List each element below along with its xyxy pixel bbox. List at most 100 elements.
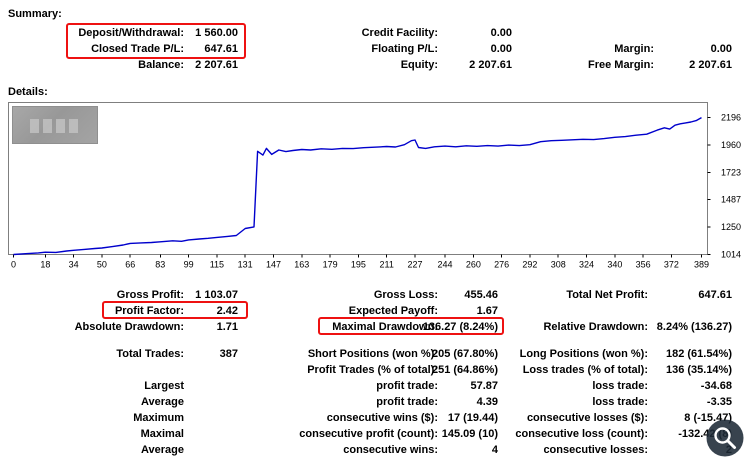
svg-text:276: 276 bbox=[494, 260, 509, 270]
svg-text:1014: 1014 bbox=[721, 250, 741, 260]
stat-value bbox=[184, 442, 238, 458]
stat-value: 2 207.61 bbox=[195, 59, 238, 71]
stat-label bbox=[512, 25, 654, 41]
stat-value: 145.09 (10) bbox=[441, 428, 498, 440]
stat-label: Short Positions (won %): bbox=[307, 348, 438, 360]
svg-text:389: 389 bbox=[694, 260, 709, 270]
stat-label: Loss trades (% of total): bbox=[522, 364, 648, 376]
stat-label bbox=[8, 362, 184, 378]
stats-bottom-grid: Total Trades: 387 Short Positions (won %):… bbox=[8, 346, 742, 458]
stat-value: 647.61 bbox=[698, 289, 732, 301]
stat-label: Total Net Profit: bbox=[566, 289, 648, 301]
stat-value bbox=[184, 362, 238, 378]
svg-text:179: 179 bbox=[323, 260, 338, 270]
stat-value: 8.24% (136.27) bbox=[656, 321, 732, 333]
svg-text:131: 131 bbox=[238, 260, 253, 270]
zoom-button[interactable] bbox=[706, 419, 744, 457]
stat-value: -34.68 bbox=[700, 380, 732, 392]
stat-value: 1.67 bbox=[476, 305, 498, 317]
details-heading: Details: bbox=[8, 86, 48, 98]
stat-label: Floating P/L: bbox=[371, 43, 438, 55]
stat-label: consecutive wins ($): bbox=[326, 412, 438, 424]
stat-label: Absolute Drawdown: bbox=[74, 321, 184, 333]
stat-label: Maximal Drawdown: bbox=[332, 321, 438, 333]
stat-label: Margin: bbox=[614, 43, 654, 55]
svg-text:115: 115 bbox=[210, 260, 224, 270]
svg-text:163: 163 bbox=[294, 260, 309, 270]
stat-value: 1.71 bbox=[216, 321, 238, 333]
stat-value: 205 (67.80%) bbox=[431, 348, 498, 360]
stat-label: Average bbox=[140, 396, 184, 408]
stat-label: Gross Loss: bbox=[373, 289, 438, 301]
stats-top-grid: Gross Profit: 1 103.07 Gross Loss: 455.46 To… bbox=[8, 287, 742, 335]
stat-value: 647.61 bbox=[204, 43, 238, 55]
svg-text:356: 356 bbox=[636, 260, 651, 270]
stat-label: loss trade: bbox=[592, 380, 648, 392]
stat-label: Expected Payoff: bbox=[348, 305, 438, 317]
svg-text:227: 227 bbox=[407, 260, 422, 270]
svg-text:1960: 1960 bbox=[721, 140, 741, 150]
stat-value: 387 bbox=[219, 348, 238, 360]
svg-text:66: 66 bbox=[125, 260, 135, 270]
stat-label: Relative Drawdown: bbox=[543, 321, 648, 333]
chart-watermark-logo bbox=[12, 106, 98, 144]
stat-value: 2 207.61 bbox=[469, 59, 512, 71]
svg-text:260: 260 bbox=[466, 260, 481, 270]
stat-value: 1 560.00 bbox=[195, 27, 238, 39]
svg-text:18: 18 bbox=[40, 260, 50, 270]
svg-text:34: 34 bbox=[69, 260, 79, 270]
svg-text:244: 244 bbox=[438, 260, 453, 270]
stat-value: 136 (35.14%) bbox=[665, 364, 732, 376]
stat-value: 182 (61.54%) bbox=[665, 348, 732, 360]
stat-label: consecutive profit (count): bbox=[299, 428, 438, 440]
stat-label: consecutive losses: bbox=[543, 444, 648, 456]
stat-label: Average bbox=[140, 444, 184, 456]
stat-value bbox=[184, 410, 238, 426]
stat-label bbox=[498, 303, 648, 319]
stat-value bbox=[184, 378, 238, 394]
stat-value: 0.00 bbox=[710, 43, 732, 55]
svg-text:2196: 2196 bbox=[721, 113, 741, 123]
stat-label: Free Margin: bbox=[587, 59, 654, 71]
svg-text:372: 372 bbox=[664, 260, 679, 270]
stat-value bbox=[648, 303, 732, 319]
summary-grid: Deposit/Withdrawal: 1 560.00 Credit Facili… bbox=[8, 25, 742, 73]
stat-label: Balance: bbox=[138, 59, 184, 71]
stat-value bbox=[184, 394, 238, 410]
stat-value: 57.87 bbox=[470, 380, 498, 392]
stat-value bbox=[184, 426, 238, 442]
magnifier-icon bbox=[706, 419, 744, 457]
stat-label: profit trade: bbox=[376, 380, 438, 392]
stat-label: Total Trades: bbox=[116, 348, 184, 360]
stat-label: profit trade: bbox=[376, 396, 438, 408]
svg-text:292: 292 bbox=[522, 260, 537, 270]
stat-value: 136.27 (8.24%) bbox=[422, 321, 498, 333]
svg-text:0: 0 bbox=[11, 260, 16, 270]
stat-label: Profit Factor: bbox=[114, 305, 184, 317]
stat-label: Long Positions (won %): bbox=[519, 348, 648, 360]
svg-text:211: 211 bbox=[380, 260, 394, 270]
svg-text:1250: 1250 bbox=[721, 222, 741, 232]
svg-text:83: 83 bbox=[155, 260, 165, 270]
stat-label: Maximum bbox=[133, 412, 184, 424]
balance-chart-container: 2196 1960 1723 1487 1250 1014 0 18 34 50 66 83 99 115… bbox=[8, 102, 742, 270]
stat-value: 2.42 bbox=[216, 305, 238, 317]
stat-value: 0.00 bbox=[490, 27, 512, 39]
svg-text:1487: 1487 bbox=[721, 195, 741, 205]
stat-value: -3.35 bbox=[706, 396, 732, 408]
svg-text:324: 324 bbox=[579, 260, 594, 270]
stat-value: 2 207.61 bbox=[689, 59, 732, 71]
stat-label: consecutive losses ($): bbox=[526, 412, 648, 424]
stat-label: Maximal bbox=[140, 428, 184, 440]
svg-text:308: 308 bbox=[551, 260, 566, 270]
stat-value: 0.00 bbox=[490, 43, 512, 55]
stat-label: consecutive wins: bbox=[343, 444, 438, 456]
svg-text:99: 99 bbox=[184, 260, 194, 270]
balance-chart: 2196 1960 1723 1487 1250 1014 0 18 34 50 66 83 99 115… bbox=[8, 102, 741, 270]
stat-label: consecutive loss (count): bbox=[515, 428, 648, 440]
stat-label: Deposit/Withdrawal: bbox=[78, 27, 184, 39]
svg-text:147: 147 bbox=[266, 260, 281, 270]
stat-label: Closed Trade P/L: bbox=[91, 43, 184, 55]
stat-label: loss trade: bbox=[592, 396, 648, 408]
svg-text:50: 50 bbox=[97, 260, 107, 270]
